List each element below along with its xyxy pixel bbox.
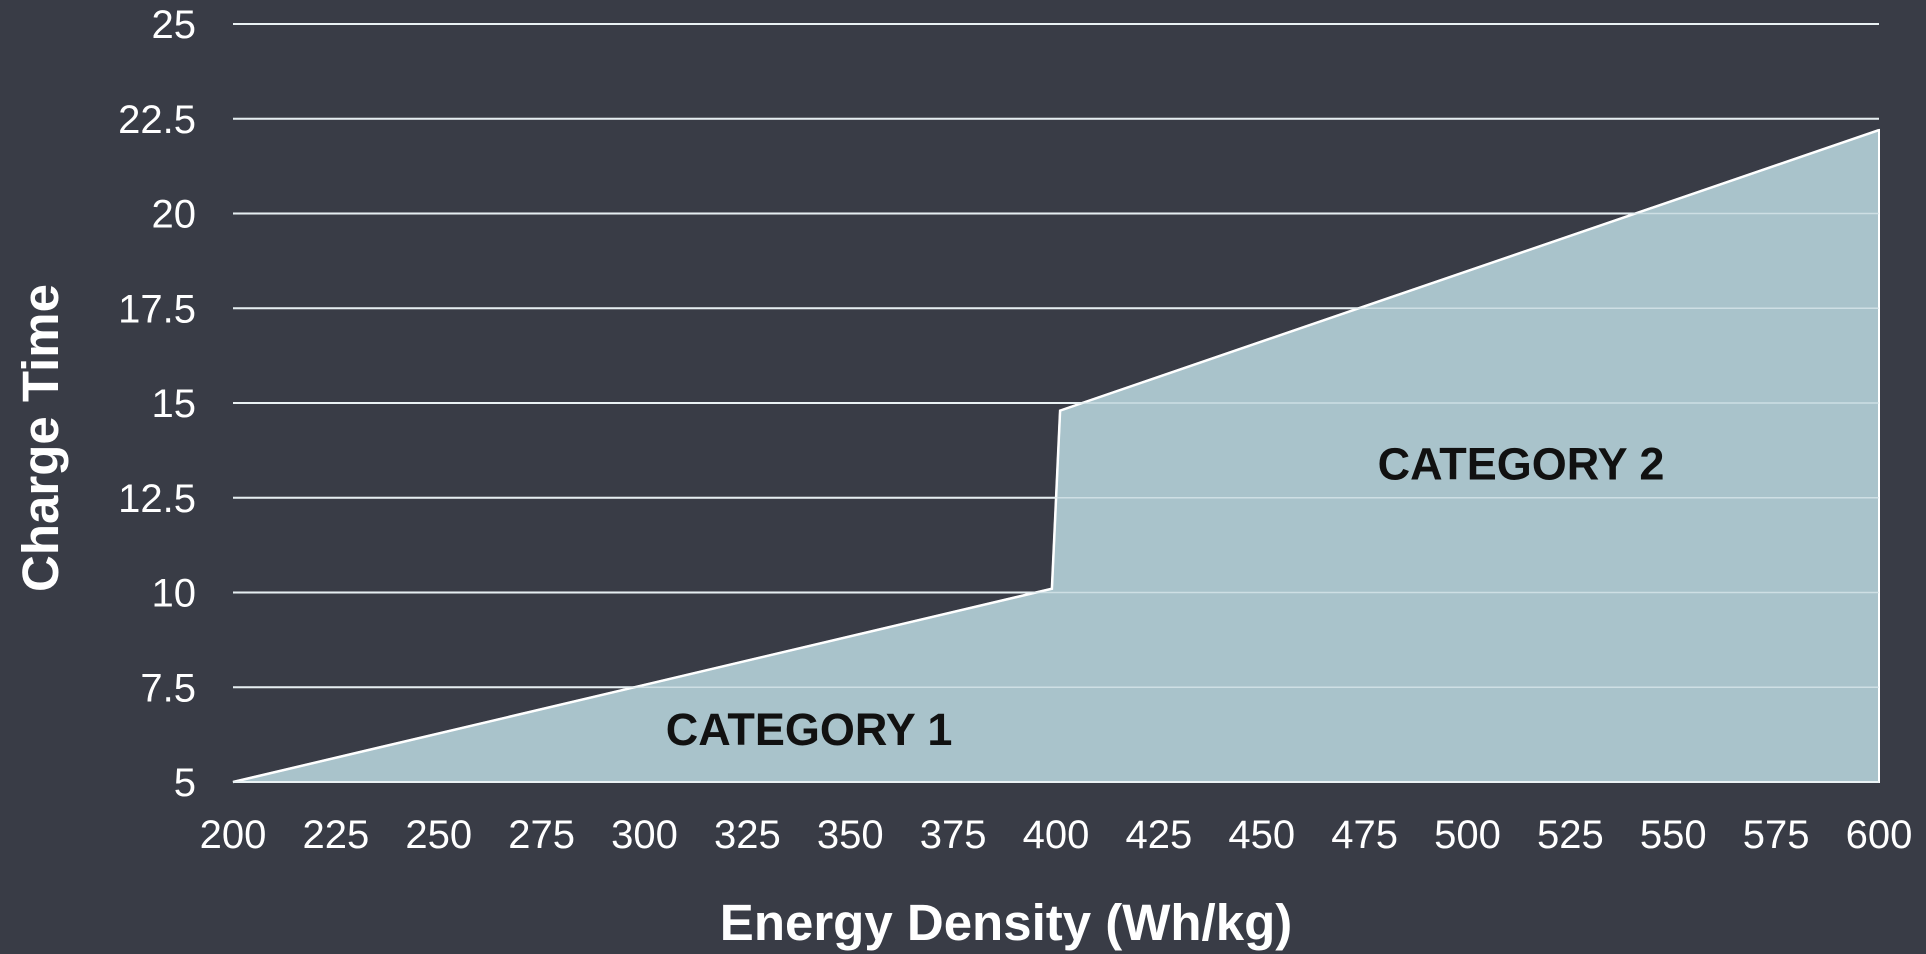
x-tick-label: 350 bbox=[817, 813, 884, 857]
x-tick-label: 275 bbox=[508, 813, 575, 857]
x-axis-tick-labels: 200 225 250 275 300 325 350 375 400 425 450 475 500 5… bbox=[200, 813, 1913, 857]
x-tick-label: 500 bbox=[1434, 813, 1501, 857]
grid-lines-over-area bbox=[233, 23, 1879, 783]
y-tick-label: 15 bbox=[152, 382, 197, 426]
annotation-layer: CATEGORY 1 CATEGORY 2 bbox=[666, 439, 1665, 755]
y-tick-label: 17.5 bbox=[118, 287, 196, 331]
x-tick-label: 300 bbox=[611, 813, 678, 857]
x-tick-label: 475 bbox=[1331, 813, 1398, 857]
x-tick-label: 400 bbox=[1023, 813, 1090, 857]
x-tick-label: 325 bbox=[714, 813, 781, 857]
y-tick-label: 20 bbox=[152, 193, 197, 237]
x-tick-label: 550 bbox=[1640, 813, 1707, 857]
x-tick-label: 375 bbox=[920, 813, 987, 857]
x-tick-label: 225 bbox=[303, 813, 370, 857]
x-tick-label: 450 bbox=[1228, 813, 1295, 857]
x-axis-title: Energy Density (Wh/kg) bbox=[720, 894, 1292, 951]
x-tick-label: 525 bbox=[1537, 813, 1604, 857]
x-tick-label: 600 bbox=[1846, 813, 1913, 857]
x-tick-label: 250 bbox=[405, 813, 472, 857]
y-tick-label: 22.5 bbox=[118, 98, 196, 142]
x-tick-label: 425 bbox=[1126, 813, 1193, 857]
y-tick-label: 5 bbox=[174, 761, 196, 805]
x-tick-label: 200 bbox=[200, 813, 267, 857]
category-annotation: CATEGORY 2 bbox=[1378, 439, 1665, 490]
area-series-outline bbox=[232, 128, 1880, 784]
y-axis-title: Charge Time bbox=[12, 284, 69, 592]
y-axis-tick-labels: 5 7.5 10 12.5 15 17.5 20 22.5 25 bbox=[118, 3, 196, 805]
y-tick-label: 25 bbox=[152, 3, 197, 47]
y-tick-label: 12.5 bbox=[118, 477, 196, 521]
y-tick-label: 7.5 bbox=[140, 666, 196, 710]
x-tick-label: 575 bbox=[1743, 813, 1810, 857]
category-annotation: CATEGORY 1 bbox=[666, 704, 953, 755]
y-tick-label: 10 bbox=[152, 572, 197, 616]
